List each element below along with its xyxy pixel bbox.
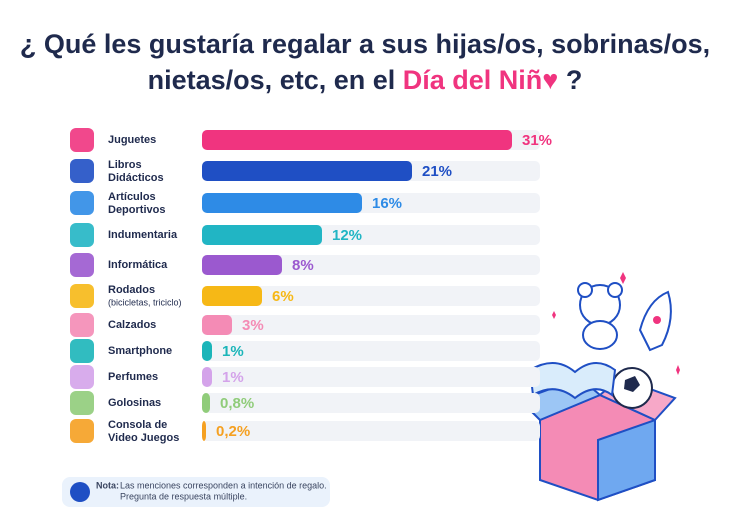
note-icon bbox=[70, 482, 90, 502]
note-label: Nota: bbox=[96, 480, 119, 490]
chart-title-line: nietas/os, etc, en el Día del Niñ♥ ? bbox=[148, 65, 583, 95]
bar-track bbox=[202, 315, 540, 335]
value-label: 0,8% bbox=[220, 395, 254, 412]
bar bbox=[202, 161, 412, 181]
bar-track bbox=[202, 421, 540, 441]
title-part: nietas/os, etc, en el bbox=[148, 65, 396, 95]
value-label: 16% bbox=[372, 195, 402, 212]
value-label: 6% bbox=[272, 288, 294, 305]
category-label: Video Juegos bbox=[108, 432, 179, 444]
bar-track bbox=[202, 286, 540, 306]
bar bbox=[202, 225, 322, 245]
bar-track bbox=[202, 341, 540, 361]
icon bbox=[70, 191, 94, 215]
value-label: 0,2% bbox=[216, 423, 250, 440]
category-label: Artículos bbox=[108, 191, 156, 203]
illustration bbox=[518, 272, 680, 502]
category-label: Informática bbox=[108, 259, 168, 271]
bar bbox=[202, 421, 206, 441]
note-text: Pregunta de respuesta múltiple. bbox=[120, 491, 247, 501]
bar-track bbox=[202, 393, 540, 413]
value-label: 12% bbox=[332, 227, 362, 244]
category-label: Consola de bbox=[108, 419, 167, 431]
title-end: ? bbox=[566, 65, 583, 95]
value-label: 8% bbox=[292, 257, 314, 274]
bar bbox=[202, 367, 212, 387]
category-label: Smartphone bbox=[108, 345, 172, 357]
category-label: (bicicletas, triciclo) bbox=[108, 297, 182, 307]
bar bbox=[202, 393, 210, 413]
icon bbox=[70, 339, 94, 363]
value-label: 3% bbox=[242, 317, 264, 334]
bar bbox=[202, 193, 362, 213]
value-label: 1% bbox=[222, 343, 244, 360]
category-label: Calzados bbox=[108, 319, 156, 331]
bar bbox=[202, 255, 282, 275]
bar-track bbox=[202, 255, 540, 275]
category-label: Golosinas bbox=[108, 397, 161, 409]
category-label: Libros bbox=[108, 159, 142, 171]
icon bbox=[70, 313, 94, 337]
value-label: 21% bbox=[422, 163, 452, 180]
note-text: Las menciones corresponden a intención d… bbox=[120, 480, 327, 490]
category-label: Didácticos bbox=[108, 172, 164, 184]
value-label: 31% bbox=[522, 132, 552, 149]
icon bbox=[70, 253, 94, 277]
icon bbox=[70, 128, 94, 152]
title-highlight: Día del Niñ♥ bbox=[403, 65, 559, 95]
bar bbox=[202, 341, 212, 361]
bar-track bbox=[202, 367, 540, 387]
category-label: Deportivos bbox=[108, 204, 165, 216]
icon bbox=[70, 284, 94, 308]
note-box bbox=[62, 477, 330, 507]
icon bbox=[70, 365, 94, 389]
bar bbox=[202, 315, 232, 335]
icon bbox=[70, 419, 94, 443]
category-label: Rodados bbox=[108, 284, 155, 296]
category-label: Perfumes bbox=[108, 371, 158, 383]
icon bbox=[70, 391, 94, 415]
category-label: Indumentaria bbox=[108, 229, 178, 241]
value-label: 1% bbox=[222, 369, 244, 386]
icon bbox=[70, 159, 94, 183]
category-label: Juguetes bbox=[108, 134, 156, 146]
icon bbox=[70, 223, 94, 247]
bar bbox=[202, 130, 512, 150]
chart-title: ¿ Qué les gustaría regalar a sus hijas/o… bbox=[20, 29, 710, 59]
bar bbox=[202, 286, 262, 306]
